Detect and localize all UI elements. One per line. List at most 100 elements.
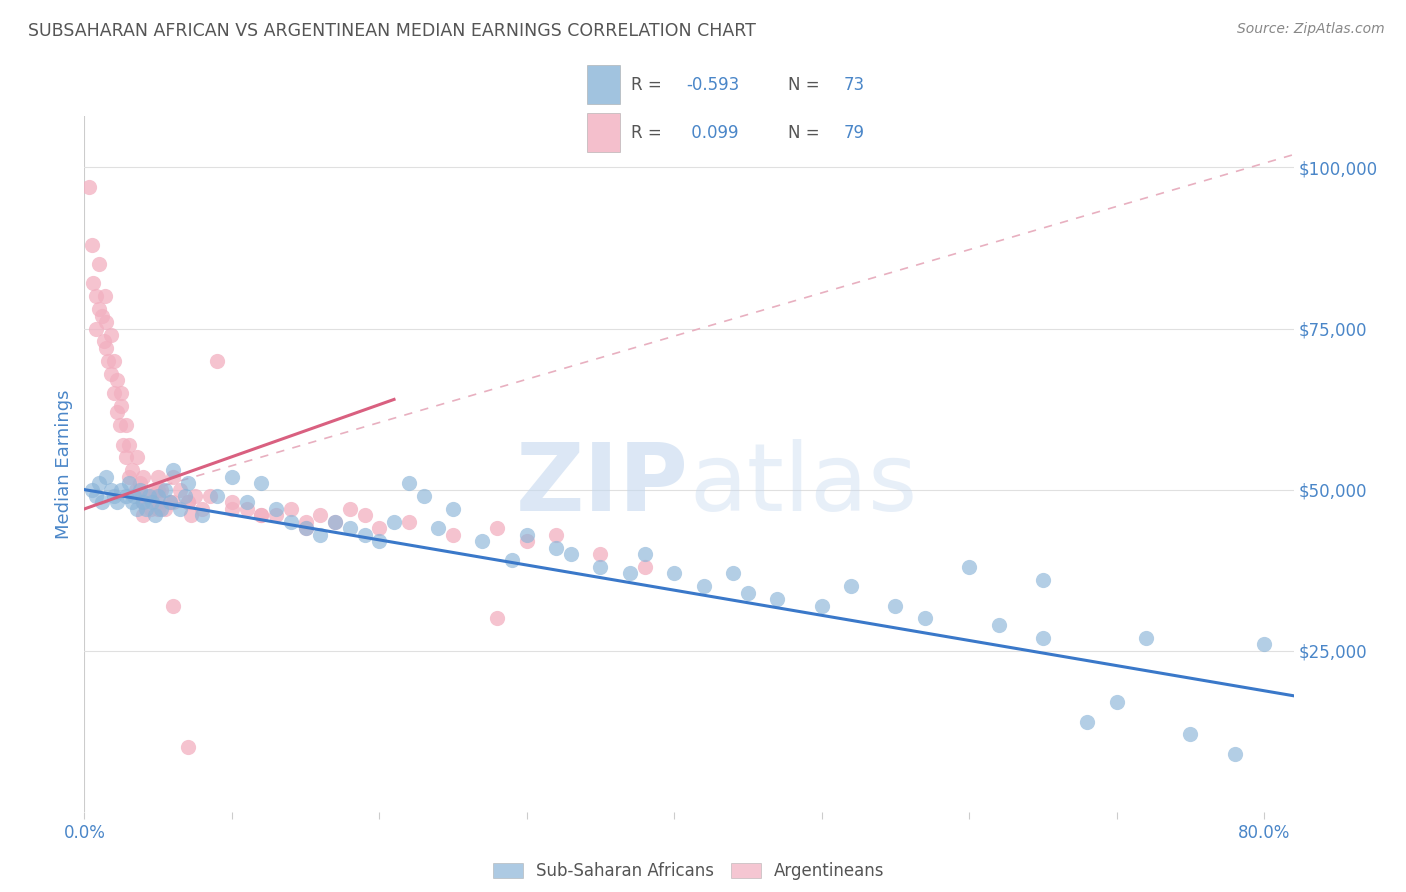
Point bbox=[427, 521, 450, 535]
Point bbox=[96, 341, 118, 355]
Point bbox=[619, 566, 641, 581]
Point bbox=[1032, 631, 1054, 645]
Point bbox=[93, 334, 115, 349]
Text: N =: N = bbox=[789, 124, 825, 142]
Point bbox=[97, 353, 120, 368]
Point bbox=[1105, 695, 1128, 709]
Point bbox=[132, 489, 155, 503]
Point bbox=[250, 508, 273, 523]
Point bbox=[180, 508, 202, 523]
Point bbox=[169, 502, 191, 516]
Point bbox=[250, 508, 273, 523]
Point bbox=[323, 515, 346, 529]
Point bbox=[1223, 747, 1246, 761]
Point bbox=[191, 502, 214, 516]
Point bbox=[87, 302, 110, 317]
Point bbox=[129, 476, 152, 491]
Text: atlas: atlas bbox=[689, 439, 917, 531]
Point bbox=[441, 527, 464, 541]
Point bbox=[176, 740, 198, 755]
Point bbox=[138, 489, 160, 503]
Point bbox=[127, 502, 149, 516]
Point bbox=[114, 489, 136, 503]
Point bbox=[737, 585, 759, 599]
Point bbox=[169, 483, 191, 497]
Point bbox=[155, 483, 177, 497]
Point bbox=[353, 527, 375, 541]
Point bbox=[957, 560, 980, 574]
Point bbox=[546, 527, 568, 541]
Point bbox=[143, 508, 166, 523]
Bar bbox=[588, 113, 620, 153]
Point bbox=[84, 489, 107, 503]
Point bbox=[77, 179, 100, 194]
Point bbox=[721, 566, 744, 581]
Point bbox=[221, 469, 243, 483]
Point bbox=[162, 599, 184, 613]
Point bbox=[634, 547, 657, 561]
Point bbox=[198, 489, 221, 503]
Point bbox=[589, 547, 612, 561]
Point bbox=[339, 502, 361, 516]
Point bbox=[162, 463, 184, 477]
Point bbox=[155, 502, 177, 516]
Point bbox=[96, 469, 118, 483]
Point bbox=[105, 373, 128, 387]
Point bbox=[159, 495, 181, 509]
Point bbox=[839, 579, 862, 593]
Point bbox=[159, 495, 181, 509]
Point bbox=[105, 405, 128, 419]
Point bbox=[987, 618, 1010, 632]
Point bbox=[141, 495, 163, 509]
Point bbox=[132, 495, 155, 509]
Point bbox=[191, 508, 214, 523]
Point bbox=[546, 541, 568, 555]
Point bbox=[94, 289, 117, 303]
Point bbox=[87, 257, 110, 271]
Point bbox=[264, 508, 287, 523]
Point bbox=[339, 521, 361, 535]
Point bbox=[103, 353, 125, 368]
Point bbox=[1032, 573, 1054, 587]
Text: R =: R = bbox=[631, 124, 668, 142]
Point bbox=[664, 566, 686, 581]
Point bbox=[412, 489, 434, 503]
Point bbox=[294, 521, 316, 535]
Point bbox=[82, 277, 104, 291]
Point bbox=[176, 495, 198, 509]
Point bbox=[914, 611, 936, 625]
Point bbox=[205, 489, 228, 503]
Point bbox=[129, 483, 152, 497]
Point bbox=[173, 489, 195, 503]
Point bbox=[117, 476, 139, 491]
Point bbox=[398, 476, 420, 491]
Point bbox=[294, 515, 316, 529]
Point bbox=[132, 469, 155, 483]
Point bbox=[1135, 631, 1157, 645]
Point bbox=[162, 469, 184, 483]
Point bbox=[117, 469, 139, 483]
Point bbox=[176, 495, 198, 509]
Point bbox=[221, 495, 243, 509]
Point bbox=[84, 321, 107, 335]
Point bbox=[264, 502, 287, 516]
Point bbox=[516, 534, 538, 549]
Text: N =: N = bbox=[789, 76, 825, 94]
Text: ZIP: ZIP bbox=[516, 439, 689, 531]
Point bbox=[471, 534, 494, 549]
Text: 0.099: 0.099 bbox=[686, 124, 738, 142]
Point bbox=[132, 508, 155, 523]
Point bbox=[235, 495, 257, 509]
Point bbox=[486, 521, 509, 535]
Point bbox=[110, 386, 132, 401]
Point bbox=[398, 515, 420, 529]
Point bbox=[146, 483, 169, 497]
Point bbox=[516, 527, 538, 541]
Point bbox=[235, 502, 257, 516]
Point bbox=[103, 489, 125, 503]
Point bbox=[125, 483, 148, 497]
Text: 79: 79 bbox=[844, 124, 865, 142]
Point bbox=[121, 495, 143, 509]
Point bbox=[96, 315, 118, 329]
Point bbox=[135, 489, 157, 503]
